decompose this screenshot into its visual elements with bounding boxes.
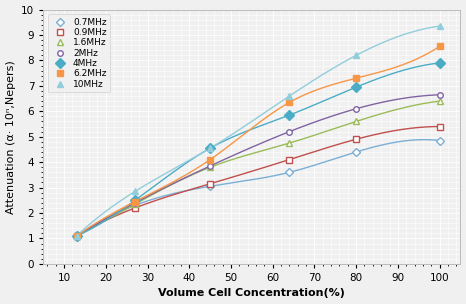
6.2MHz: [353, 76, 359, 80]
0.7MHz: [437, 139, 442, 142]
0.9MHz: [287, 158, 292, 161]
6.2MHz: [207, 158, 213, 161]
0.9MHz: [437, 125, 442, 128]
4MHz: [132, 199, 138, 202]
Line: 2MHz: 2MHz: [74, 92, 442, 239]
Line: 0.7MHz: 0.7MHz: [74, 138, 442, 240]
4MHz: [437, 61, 442, 65]
6.2MHz: [437, 45, 442, 48]
0.7MHz: [132, 204, 138, 207]
1.6MHz: [207, 165, 213, 169]
Line: 10MHz: 10MHz: [73, 22, 443, 239]
6.2MHz: [74, 234, 79, 238]
Line: 4MHz: 4MHz: [73, 60, 443, 239]
1.6MHz: [437, 99, 442, 103]
2MHz: [287, 130, 292, 133]
0.9MHz: [353, 137, 359, 141]
Line: 0.9MHz: 0.9MHz: [74, 124, 442, 239]
10MHz: [207, 146, 213, 150]
0.9MHz: [74, 234, 79, 238]
10MHz: [287, 94, 292, 98]
Y-axis label: Attenuation (α· 10ⁿ,Nepers): Attenuation (α· 10ⁿ,Nepers): [6, 60, 15, 214]
Legend: 0.7MHz, 0.9MHz, 1.6MHz, 2MHz, 4MHz, 6.2MHz, 10MHz: 0.7MHz, 0.9MHz, 1.6MHz, 2MHz, 4MHz, 6.2M…: [48, 14, 110, 92]
X-axis label: Volume Cell Concentration(%): Volume Cell Concentration(%): [158, 288, 345, 299]
6.2MHz: [132, 200, 138, 203]
2MHz: [74, 234, 79, 238]
10MHz: [74, 234, 79, 238]
10MHz: [437, 24, 442, 28]
0.7MHz: [207, 185, 213, 188]
6.2MHz: [287, 101, 292, 104]
Line: 6.2MHz: 6.2MHz: [73, 43, 443, 239]
2MHz: [437, 93, 442, 97]
10MHz: [132, 190, 138, 193]
4MHz: [287, 113, 292, 117]
2MHz: [353, 107, 359, 111]
1.6MHz: [353, 120, 359, 123]
0.7MHz: [353, 150, 359, 154]
10MHz: [353, 54, 359, 57]
0.9MHz: [207, 182, 213, 185]
2MHz: [207, 164, 213, 168]
0.7MHz: [287, 171, 292, 174]
1.6MHz: [132, 202, 138, 206]
2MHz: [132, 201, 138, 205]
1.6MHz: [287, 141, 292, 145]
Line: 1.6MHz: 1.6MHz: [74, 98, 442, 239]
1.6MHz: [74, 234, 79, 238]
4MHz: [353, 85, 359, 89]
0.9MHz: [132, 206, 138, 210]
4MHz: [74, 234, 79, 238]
4MHz: [207, 146, 213, 150]
0.7MHz: [74, 235, 79, 239]
